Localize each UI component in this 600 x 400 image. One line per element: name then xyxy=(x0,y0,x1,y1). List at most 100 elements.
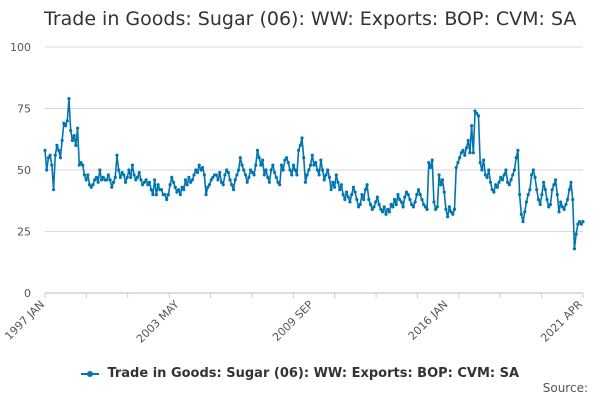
data-point xyxy=(228,178,232,182)
data-point xyxy=(536,197,541,202)
data-point xyxy=(464,146,469,150)
data-point xyxy=(204,193,208,197)
data-point xyxy=(440,178,445,182)
data-point xyxy=(168,183,172,187)
data-point xyxy=(533,175,537,179)
data-point xyxy=(218,170,222,175)
data-point xyxy=(307,168,311,172)
data-point xyxy=(144,178,148,182)
data-point xyxy=(159,188,164,192)
data-point xyxy=(550,188,554,192)
legend-line-marker xyxy=(80,369,99,379)
data-point xyxy=(514,156,518,160)
data-point xyxy=(334,173,338,177)
data-point xyxy=(451,212,455,216)
data-point xyxy=(487,168,491,172)
data-point xyxy=(351,185,356,189)
data-point xyxy=(415,193,419,197)
data-point xyxy=(499,175,503,179)
data-point xyxy=(48,153,52,157)
data-point xyxy=(137,170,141,175)
data-point xyxy=(538,202,542,207)
data-point xyxy=(69,129,73,133)
data-point xyxy=(560,205,565,209)
data-point xyxy=(485,175,489,179)
x-tick-label: 2016 JAN xyxy=(406,298,451,343)
data-point xyxy=(141,183,145,187)
data-point xyxy=(552,183,556,187)
data-point xyxy=(123,180,128,184)
data-point xyxy=(541,180,546,184)
data-point xyxy=(154,193,158,197)
data-point xyxy=(65,119,69,123)
data-point xyxy=(147,180,152,184)
data-point xyxy=(303,180,308,184)
data-point xyxy=(130,163,134,167)
data-point xyxy=(408,197,412,202)
data-point xyxy=(245,180,249,184)
data-point xyxy=(207,183,212,187)
data-point xyxy=(67,97,71,101)
data-point xyxy=(356,205,361,209)
data-point xyxy=(581,220,585,224)
data-point xyxy=(233,178,237,182)
data-point xyxy=(530,173,534,177)
data-point xyxy=(374,200,378,204)
data-point xyxy=(413,200,417,204)
data-point xyxy=(108,178,112,182)
data-point xyxy=(338,188,342,192)
data-point xyxy=(327,175,332,179)
data-point xyxy=(219,180,224,184)
data-point xyxy=(406,193,410,197)
data-point xyxy=(257,156,261,160)
data-point xyxy=(173,185,177,189)
data-point xyxy=(411,205,415,209)
data-point xyxy=(423,205,427,209)
data-point xyxy=(132,173,136,177)
data-point xyxy=(545,197,549,202)
data-point xyxy=(77,163,81,167)
data-point xyxy=(553,178,558,182)
data-point xyxy=(156,183,160,187)
data-point xyxy=(494,183,498,187)
data-point xyxy=(247,175,251,179)
data-point xyxy=(110,185,114,189)
data-point xyxy=(101,175,105,179)
data-point xyxy=(565,197,570,202)
data-point xyxy=(243,173,248,177)
data-point xyxy=(288,168,292,172)
data-point xyxy=(468,151,472,155)
chart-legend[interactable]: Trade in Goods: Sugar (06): WW: Exports:… xyxy=(0,366,600,381)
x-tick-label: 1997 JAN xyxy=(2,298,47,343)
data-point xyxy=(53,153,57,157)
data-point xyxy=(315,168,320,172)
data-point xyxy=(332,185,337,189)
data-point xyxy=(183,178,188,182)
data-point xyxy=(46,156,51,160)
legend-label: Trade in Goods: Sugar (06): WW: Exports:… xyxy=(107,366,520,381)
data-point xyxy=(384,212,388,216)
data-point xyxy=(459,151,463,155)
data-point xyxy=(314,161,318,165)
data-point xyxy=(72,133,76,138)
data-point xyxy=(62,121,66,125)
data-point xyxy=(214,173,218,177)
data-point xyxy=(242,168,246,172)
data-point xyxy=(237,168,241,172)
data-point xyxy=(543,188,547,192)
data-point xyxy=(312,163,316,167)
data-point xyxy=(284,156,289,160)
data-point xyxy=(105,178,109,182)
data-point xyxy=(512,168,517,172)
data-point xyxy=(43,148,47,152)
data-point xyxy=(271,163,275,167)
data-point xyxy=(291,163,296,167)
x-tick-label: 2021 APR xyxy=(538,298,585,345)
data-point xyxy=(339,183,344,187)
data-point xyxy=(386,207,390,211)
data-point xyxy=(372,205,376,209)
data-point xyxy=(540,193,544,197)
data-point xyxy=(410,202,414,207)
data-point xyxy=(442,190,446,194)
data-point xyxy=(355,197,359,202)
